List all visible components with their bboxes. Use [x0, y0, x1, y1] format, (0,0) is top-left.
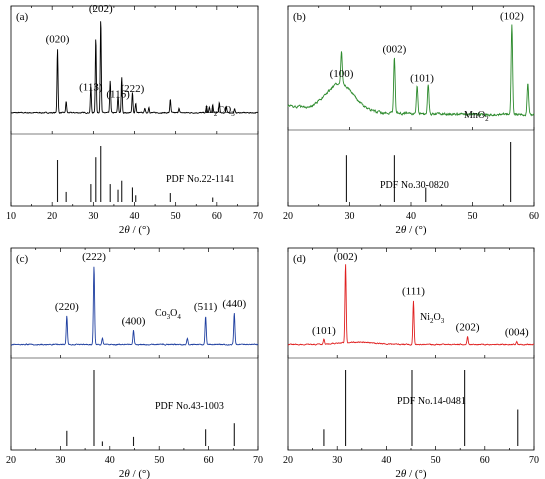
material-label: Co3O4 — [155, 308, 181, 321]
peak-label: (222) — [121, 83, 145, 95]
peak-label: (222) — [82, 251, 106, 263]
x-tick-label: 70 — [529, 455, 539, 466]
x-tick-label: 50 — [154, 455, 164, 466]
material-name: Ni — [420, 312, 430, 323]
peak-label: (101) — [410, 72, 434, 84]
x-axis-label: 2θ / (°) — [395, 224, 427, 236]
x-axis-label-theta: θ — [401, 224, 407, 236]
material-subscript: 3 — [231, 110, 235, 118]
x-axis-label-theta: θ — [124, 224, 130, 236]
panel-label: (a) — [16, 11, 29, 23]
peak-label: (116) — [106, 89, 130, 101]
x-axis-label-prefix: 2 — [395, 468, 401, 479]
peak-label: (004) — [505, 326, 529, 338]
x-axis-label-suffix: / (°) — [130, 224, 151, 236]
peak-label: (440) — [222, 298, 246, 310]
measured-pattern-line — [287, 24, 535, 117]
x-tick-label: 60 — [529, 211, 539, 222]
x-tick-label: 60 — [204, 455, 214, 466]
x-tick-label: 40 — [105, 455, 115, 466]
reference-pdf-label: PDF No.30-0820 — [380, 180, 449, 191]
panel-c: 20 30 40 50 60 70 2θ / (°) (c) (220) (222) (400) (5… — [6, 247, 263, 479]
x-tick-label: 50 — [171, 211, 181, 222]
peak-label: (101) — [312, 325, 336, 337]
peak-label: (111) — [402, 286, 425, 298]
peak-label: (220) — [55, 301, 79, 313]
plot-frame — [287, 247, 535, 451]
x-axis-label-prefix: 2 — [395, 224, 401, 236]
x-axis-label-prefix: 2 — [119, 468, 125, 479]
material-name: Co — [155, 308, 167, 319]
x-tick-label: 50 — [431, 455, 441, 466]
peak-label: (002) — [382, 43, 406, 55]
x-tick-label: 20 — [6, 455, 16, 466]
panel-label: (d) — [293, 253, 306, 265]
material-subscript: 2 — [214, 110, 218, 118]
material-subscript: 2 — [430, 317, 434, 325]
material-subscript: 3 — [167, 313, 171, 321]
x-tick-label: 30 — [88, 211, 98, 222]
x-axis-label: 2θ / (°) — [395, 468, 427, 479]
x-tick-label: 30 — [345, 211, 355, 222]
x-tick-label: 20 — [47, 211, 57, 222]
x-tick-label: 60 — [212, 211, 222, 222]
peak-label: (020) — [46, 33, 70, 45]
measured-pattern-line — [10, 21, 259, 115]
material-name: MnO — [464, 110, 485, 121]
x-tick-label: 20 — [283, 455, 293, 466]
x-tick-label: 40 — [130, 211, 140, 222]
x-axis-label-theta: θ — [124, 468, 130, 479]
x-axis-label: 2θ / (°) — [119, 224, 151, 236]
reference-pdf-label: PDF No.14-0481 — [397, 396, 466, 407]
panel-label: (c) — [16, 253, 29, 265]
material-label: Ni2O3 — [420, 312, 445, 325]
plot-frame — [287, 5, 535, 207]
reference-pdf-label: PDF No.43-1003 — [155, 401, 224, 412]
x-axis-label-suffix: / (°) — [130, 468, 151, 479]
measured-pattern-line — [10, 266, 259, 346]
x-tick-label: 40 — [381, 455, 391, 466]
measured-pattern-line — [287, 264, 535, 346]
material-subscript: 4 — [177, 313, 181, 321]
peak-label: (202) — [456, 322, 480, 334]
x-tick-label: 30 — [332, 455, 342, 466]
peak-label: (002) — [334, 251, 358, 263]
x-tick-label: 50 — [468, 211, 478, 222]
x-axis-label-suffix: / (°) — [406, 468, 427, 479]
material-subscript: 2 — [485, 115, 489, 123]
material-label: Li2CO3 — [205, 105, 235, 118]
x-tick-label: 60 — [480, 455, 490, 466]
material-label: MnO2 — [464, 110, 489, 123]
material-name: Li — [205, 105, 214, 116]
reference-pdf-label: PDF No.22-1141 — [166, 174, 235, 185]
x-tick-label: 70 — [253, 455, 263, 466]
x-tick-label: 30 — [55, 455, 65, 466]
peak-label: (100) — [330, 68, 354, 80]
peak-label: (400) — [122, 315, 146, 327]
peak-label: (102) — [500, 10, 524, 22]
material-name-part: O — [170, 308, 177, 319]
x-axis-label-theta: θ — [401, 468, 407, 479]
material-name-part: O — [434, 312, 441, 323]
peak-label: (113) — [79, 81, 103, 93]
peak-label: (511) — [194, 301, 218, 313]
peak-label: (202) — [89, 3, 113, 15]
material-name-part: CO — [217, 105, 231, 116]
x-tick-label: 20 — [283, 211, 293, 222]
x-axis-label-suffix: / (°) — [406, 224, 427, 236]
x-tick-label: 70 — [253, 211, 263, 222]
panel-label: (b) — [293, 11, 306, 23]
x-axis-label: 2θ / (°) — [119, 468, 151, 479]
x-axis-label-prefix: 2 — [119, 224, 125, 236]
plot-frame — [10, 247, 259, 451]
x-tick-label: 10 — [6, 211, 16, 222]
material-subscript: 3 — [441, 317, 445, 325]
x-tick-label: 40 — [406, 211, 416, 222]
